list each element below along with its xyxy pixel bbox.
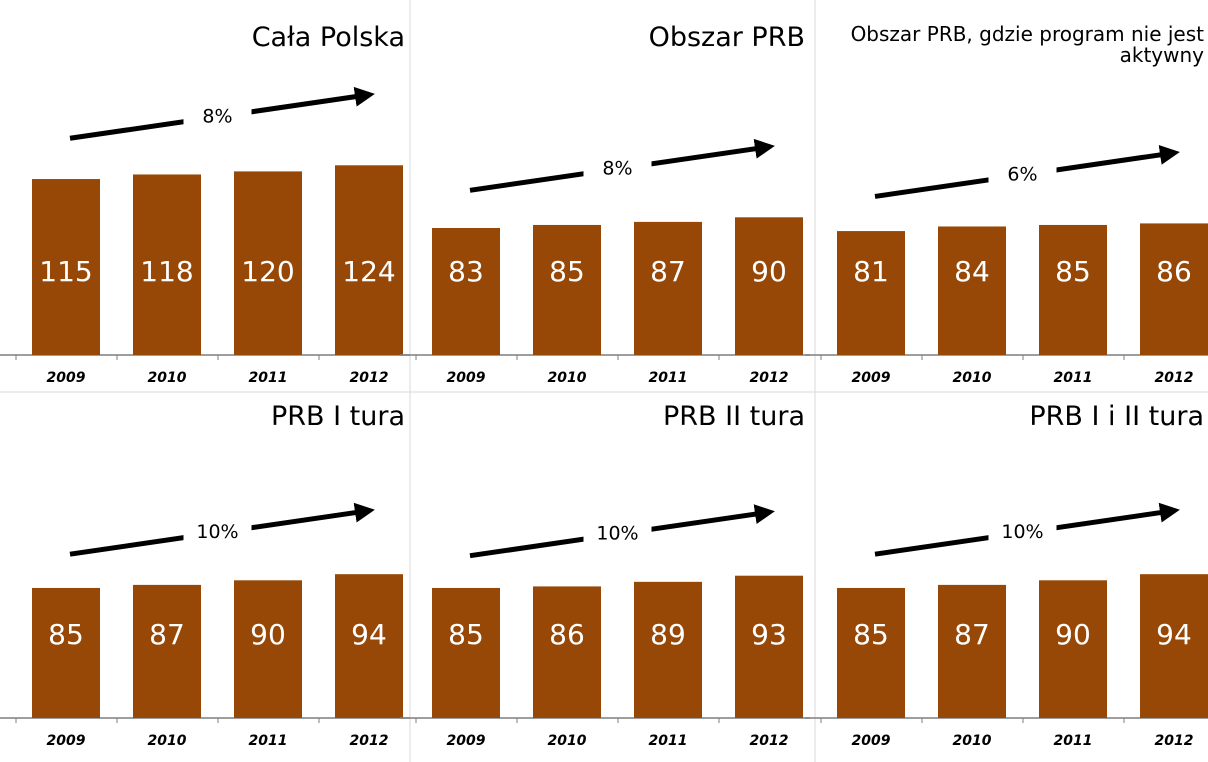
value-label: 87	[954, 618, 990, 651]
bar	[735, 217, 803, 355]
growth-label: 8%	[602, 157, 632, 179]
growth-label: 10%	[1001, 521, 1043, 543]
bar	[32, 587, 100, 718]
value-label: 85	[48, 618, 84, 651]
growth-label: 10%	[596, 523, 638, 545]
label-bg	[988, 160, 1057, 189]
value-label: 85	[1055, 255, 1091, 288]
value-label: 85	[448, 618, 484, 651]
bar	[533, 224, 601, 355]
bar	[634, 221, 702, 355]
bar	[1140, 574, 1208, 718]
growth-label: 10%	[196, 521, 238, 543]
bar	[735, 575, 803, 718]
chart-title: Obszar PRB	[648, 22, 805, 53]
bar	[335, 574, 403, 718]
x-tick-label: 2010	[148, 370, 187, 386]
value-label: 93	[751, 618, 787, 651]
label-bg	[183, 518, 252, 547]
x-tick-label: 2012	[350, 370, 389, 386]
value-label: 90	[751, 255, 787, 288]
chart-title: PRB I tura	[270, 401, 405, 432]
bar	[432, 228, 500, 355]
value-label: 85	[853, 618, 889, 651]
label-bg	[583, 154, 652, 183]
x-tick-label: 2010	[548, 370, 587, 386]
x-tick-label: 2011	[1054, 370, 1093, 386]
bar	[1140, 223, 1208, 355]
value-label: 115	[39, 255, 92, 288]
x-tick-label: 2010	[953, 370, 992, 386]
value-label: 86	[1156, 255, 1192, 288]
value-label: 85	[549, 255, 585, 288]
x-tick-label: 2010	[953, 733, 992, 749]
bar	[234, 171, 302, 355]
x-tick-label: 2011	[1054, 733, 1093, 749]
x-tick-label: 2011	[649, 370, 688, 386]
x-tick-label: 2009	[447, 370, 486, 386]
x-tick-label: 2009	[852, 370, 891, 386]
growth-label: 6%	[1007, 163, 1037, 185]
x-tick-label: 2011	[649, 733, 688, 749]
bar	[837, 587, 905, 718]
bar	[938, 584, 1006, 718]
value-label: 120	[241, 255, 294, 288]
x-tick-label: 2012	[1155, 733, 1194, 749]
label-bg	[583, 520, 652, 549]
bar	[133, 174, 201, 355]
bar	[133, 584, 201, 718]
bar	[432, 587, 500, 718]
value-label: 124	[342, 255, 395, 288]
x-tick-label: 2009	[47, 370, 86, 386]
value-label: 84	[954, 255, 990, 288]
value-label: 118	[140, 255, 193, 288]
x-tick-label: 2010	[148, 733, 187, 749]
x-tick-label: 2011	[249, 370, 288, 386]
chart-title: PRB II tura	[662, 401, 805, 432]
chart-title: PRB I i II tura	[1029, 401, 1204, 432]
bar	[634, 581, 702, 718]
bar	[938, 226, 1006, 355]
x-tick-label: 2009	[47, 733, 86, 749]
label-bg	[988, 518, 1057, 547]
bar	[533, 586, 601, 718]
chart-title: Obszar PRB, gdzie program nie jest aktyw…	[850, 22, 1204, 67]
bar	[1039, 580, 1107, 718]
value-label: 87	[650, 255, 686, 288]
bar	[32, 179, 100, 355]
x-tick-label: 2009	[852, 733, 891, 749]
x-tick-label: 2012	[1155, 370, 1194, 386]
value-label: 81	[853, 255, 889, 288]
value-label: 94	[351, 618, 387, 651]
bar	[1039, 224, 1107, 355]
value-label: 87	[149, 618, 185, 651]
value-label: 83	[448, 255, 484, 288]
label-bg	[183, 102, 252, 131]
value-label: 89	[650, 618, 686, 651]
value-label: 86	[549, 618, 585, 651]
x-tick-label: 2011	[249, 733, 288, 749]
growth-label: 8%	[202, 105, 232, 127]
chart-title: Cała Polska	[251, 22, 405, 53]
x-tick-label: 2012	[750, 370, 789, 386]
value-label: 94	[1156, 618, 1192, 651]
x-tick-label: 2009	[447, 733, 486, 749]
value-label: 90	[1055, 618, 1091, 651]
x-tick-label: 2012	[750, 733, 789, 749]
x-tick-label: 2010	[548, 733, 587, 749]
bar	[335, 165, 403, 355]
bar	[234, 580, 302, 718]
bar	[837, 231, 905, 355]
x-tick-label: 2012	[350, 733, 389, 749]
value-label: 90	[250, 618, 286, 651]
